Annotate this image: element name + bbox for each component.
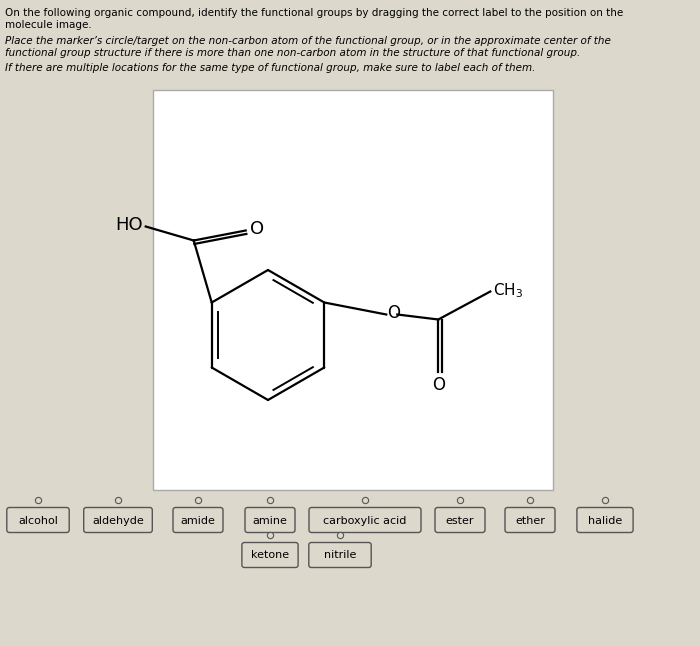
FancyBboxPatch shape bbox=[242, 543, 298, 567]
FancyBboxPatch shape bbox=[7, 508, 69, 532]
Text: On the following organic compound, identify the functional groups by dragging th: On the following organic compound, ident… bbox=[5, 8, 623, 18]
Text: ketone: ketone bbox=[251, 550, 289, 561]
FancyBboxPatch shape bbox=[173, 508, 223, 532]
FancyBboxPatch shape bbox=[309, 508, 421, 532]
FancyBboxPatch shape bbox=[84, 508, 153, 532]
FancyBboxPatch shape bbox=[577, 508, 633, 532]
Text: halide: halide bbox=[588, 516, 622, 525]
Text: O: O bbox=[387, 304, 400, 322]
Text: functional group structure if there is more than one non-carbon atom in the stru: functional group structure if there is m… bbox=[5, 48, 580, 58]
Text: amine: amine bbox=[253, 516, 288, 525]
Text: nitrile: nitrile bbox=[324, 550, 356, 561]
Text: O: O bbox=[250, 220, 264, 238]
Text: ester: ester bbox=[446, 516, 475, 525]
FancyBboxPatch shape bbox=[505, 508, 555, 532]
FancyBboxPatch shape bbox=[435, 508, 485, 532]
Text: molecule image.: molecule image. bbox=[5, 20, 92, 30]
FancyBboxPatch shape bbox=[309, 543, 371, 567]
Text: HO: HO bbox=[115, 216, 143, 234]
Text: ether: ether bbox=[515, 516, 545, 525]
FancyBboxPatch shape bbox=[245, 508, 295, 532]
Text: amide: amide bbox=[181, 516, 216, 525]
Text: O: O bbox=[432, 377, 444, 395]
Text: alcohol: alcohol bbox=[18, 516, 58, 525]
Text: CH$_3$: CH$_3$ bbox=[494, 281, 524, 300]
Text: aldehyde: aldehyde bbox=[92, 516, 144, 525]
Text: If there are multiple locations for the same type of functional group, make sure: If there are multiple locations for the … bbox=[5, 63, 536, 73]
FancyBboxPatch shape bbox=[153, 90, 553, 490]
Text: carboxylic acid: carboxylic acid bbox=[323, 516, 407, 525]
Text: Place the marker’s circle/target on the non-carbon atom of the functional group,: Place the marker’s circle/target on the … bbox=[5, 36, 611, 46]
